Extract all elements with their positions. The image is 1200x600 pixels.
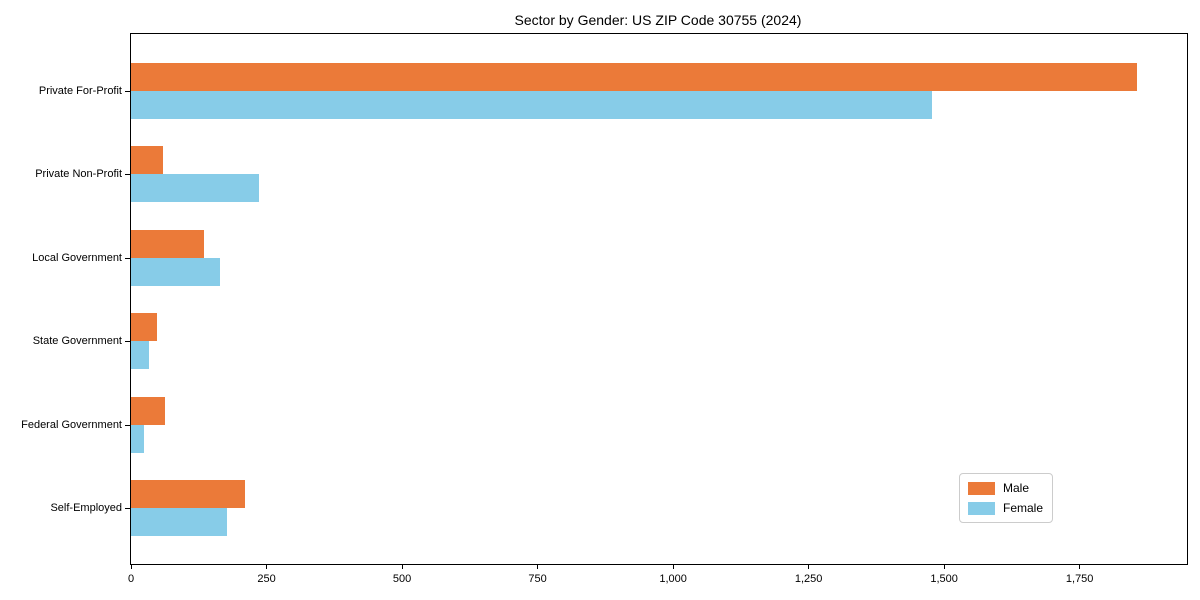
legend-swatch-female: [968, 501, 995, 515]
y-tick-mark: [125, 424, 130, 426]
x-tick-label: 1,500: [930, 573, 958, 585]
x-tick-mark: [808, 564, 810, 569]
x-tick-mark: [672, 564, 674, 569]
bar-female-local-government: [131, 257, 221, 286]
x-tick-label: 1,250: [794, 573, 823, 585]
x-tick-label: 250: [257, 573, 276, 585]
y-tick-label: State Government: [32, 335, 122, 347]
x-tick-mark: [266, 564, 268, 569]
x-tick-label: 0: [127, 573, 135, 585]
bar-male-self-employed: [131, 480, 245, 508]
bar-female-private-for-profit: [131, 90, 932, 119]
bar-female-federal-government: [131, 424, 144, 453]
x-tick-mark: [943, 564, 945, 569]
bar-male-local-government: [131, 229, 205, 258]
y-tick-mark: [125, 341, 130, 342]
y-tick-label: Federal Government: [21, 418, 122, 431]
y-tick-label: Self-Employed: [50, 502, 122, 514]
x-tick-mark: [537, 564, 539, 569]
bar-male-private-non-profit: [131, 146, 163, 174]
legend: Male Female: [959, 473, 1053, 523]
x-tick-mark: [401, 564, 403, 569]
bar-male-private-for-profit: [131, 62, 1137, 91]
x-tick-label: 1,000: [659, 573, 687, 585]
bar-female-state-government: [131, 341, 150, 369]
legend-label-male: Male: [1003, 481, 1030, 495]
bar-female-private-non-profit: [131, 174, 259, 202]
legend-swatch-male: [968, 481, 995, 495]
legend-entry-male: Male: [968, 481, 1043, 495]
x-tick-mark: [1079, 564, 1081, 569]
y-tick-mark: [125, 90, 130, 92]
x-tick-mark: [130, 564, 132, 569]
bar-male-federal-government: [131, 396, 166, 425]
y-tick-mark: [125, 257, 130, 259]
legend-entry-female: Female: [968, 501, 1043, 515]
chart-title: Sector by Gender: US ZIP Code 30755 (202…: [514, 12, 802, 28]
y-tick-label: Private Non-Profit: [35, 168, 122, 180]
x-tick-label: 750: [528, 573, 547, 585]
y-tick-mark: [125, 174, 130, 175]
x-tick-label: 1,750: [1065, 573, 1094, 585]
y-tick-label: Local Government: [32, 251, 122, 264]
y-tick-label: Private For-Profit: [38, 84, 122, 97]
legend-label-female: Female: [1003, 501, 1044, 515]
bar-female-self-employed: [131, 508, 227, 536]
x-tick-label: 500: [392, 573, 412, 585]
bar-male-state-government: [131, 313, 157, 341]
y-tick-mark: [125, 508, 130, 509]
plot-area: Private For-Profit Private Non-Profit Loca…: [21, 33, 1188, 585]
